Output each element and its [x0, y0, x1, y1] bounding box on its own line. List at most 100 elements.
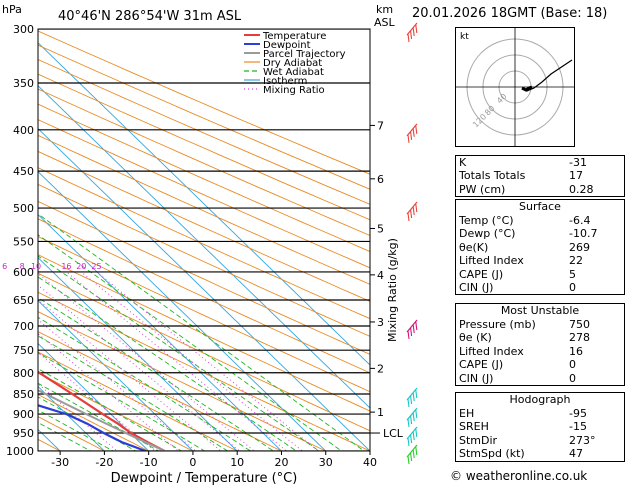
wind-barb-feather — [407, 455, 410, 465]
wet-adiabat-line — [38, 409, 115, 451]
asl-unit-label: ASL — [374, 16, 396, 29]
temperature-tick-label: -10 — [140, 456, 158, 469]
hodograph-ring-label: 40 — [495, 92, 509, 106]
row-label: CIN (J) — [459, 371, 494, 385]
row-value: -15 — [569, 420, 587, 434]
row-value: -95 — [569, 407, 587, 420]
row-value: 0 — [569, 371, 576, 385]
dry-adiabat-line — [38, 372, 194, 451]
section-title: Hodograph — [509, 393, 571, 406]
table-row: CAPE (J) 5 — [456, 268, 624, 281]
wind-barb-shaft — [406, 22, 418, 36]
isotherm-line — [38, 171, 327, 451]
legend-entry: Isotherm — [263, 76, 307, 87]
hodograph-unit: kt — [460, 32, 469, 42]
pressure-tick-label: 600 — [13, 266, 34, 279]
valid-time: 20.01.2026 18GMT (Base: 18) — [412, 6, 608, 21]
wind-barb-shaft — [406, 123, 418, 137]
isotherm-line — [38, 342, 150, 451]
temperature-axis: -30 -20 -10 0 10 20 30 40 — [51, 451, 377, 469]
mixing-ratio-label: 20 — [76, 262, 86, 271]
temperature-tick-label: 0 — [189, 456, 196, 469]
wind-barb-feather — [412, 27, 415, 37]
wet-adiabat-line — [38, 352, 206, 451]
pressure-tick-label: 900 — [13, 408, 34, 421]
wind-barb-feather — [410, 452, 413, 462]
row-label: θe (K) — [459, 331, 492, 345]
legend-entry: Temperature — [262, 31, 326, 42]
pressure-tick-label: 450 — [13, 165, 34, 178]
pressure-tick-label: 750 — [13, 344, 34, 357]
legend-entry: Mixing Ratio — [263, 85, 325, 96]
dewpoint-line — [38, 404, 146, 451]
pressure-tick-label: 350 — [13, 77, 34, 90]
mixing-ratio-label: 6 — [2, 262, 7, 271]
dry-adiabat-line — [38, 416, 106, 451]
hodograph-plot: kt 40 80 120 — [456, 28, 574, 146]
temperature-tick-label: -20 — [95, 456, 113, 469]
dry-adiabat-line — [38, 44, 370, 190]
row-value: 0.28 — [569, 182, 594, 196]
temperature-tick-label: 20 — [274, 456, 288, 469]
hpa-unit-label: hPa — [2, 3, 22, 16]
table-row: EH -95 — [456, 407, 624, 420]
temperature-tick-label: 30 — [319, 456, 333, 469]
isotherm-line — [38, 85, 370, 409]
wind-barb-shaft — [406, 444, 418, 458]
mixing-ratio-axis-title: Mixing Ratio (g/kg) — [386, 238, 399, 342]
km-tick-label: 6 — [377, 173, 384, 186]
pressure-tick-label: 850 — [13, 388, 34, 401]
dry-adiabat-line — [38, 393, 150, 451]
temperature-tick-label: 10 — [230, 456, 244, 469]
mixing-ratio-labels: 12346810162025 — [2, 262, 102, 271]
km-tick-label: 3 — [377, 316, 384, 329]
wet-adiabat-line — [38, 335, 229, 451]
x-axis-title: Dewpoint / Temperature (°C) — [111, 471, 298, 486]
wet-adiabat-line — [38, 382, 160, 451]
hodograph-storm-marker — [521, 85, 533, 92]
wind-barb-feather — [415, 203, 418, 213]
row-label: CAPE (J) — [459, 358, 504, 372]
wind-barb-shaft — [406, 201, 418, 215]
mixing-ratio-line — [96, 271, 320, 451]
row-value: 750 — [569, 318, 590, 331]
wind-barb-feather — [407, 330, 410, 340]
table-row: StmSpd (kt) 47 — [456, 447, 624, 460]
table-row: Temp (°C) -6.4 — [456, 214, 624, 227]
row-label: SREH — [459, 420, 489, 434]
temperature-tick-label: -30 — [51, 456, 69, 469]
dry-adiabat-line — [38, 103, 370, 252]
dry-adiabat-line — [38, 30, 370, 175]
wind-barb-feather — [415, 389, 418, 399]
wind-barbs — [406, 22, 418, 465]
dry-adiabat-line — [38, 351, 239, 451]
row-label: Pressure (mb) — [459, 318, 536, 331]
wind-barb-feather — [407, 33, 410, 43]
row-label: PW (cm) — [459, 182, 506, 196]
row-label: Totals Totals — [459, 169, 526, 183]
plot-frame — [37, 28, 371, 452]
dry-adiabat-line — [38, 272, 370, 432]
mixing-ratio-label: 25 — [91, 262, 101, 271]
wind-barb-feather — [415, 125, 418, 134]
pressure-tick-label: 700 — [13, 320, 34, 333]
pressure-tick-label: 500 — [13, 202, 34, 215]
wet-adiabat-line — [38, 255, 320, 451]
row-value: 278 — [569, 331, 590, 345]
table-row: CIN (J) 0 — [456, 281, 624, 294]
km-axis: 7 6 5 4 3 2 1 — [370, 119, 384, 434]
mixing-ratio-line — [38, 272, 256, 451]
wind-barb-feather — [412, 449, 415, 459]
wind-barb-feather — [412, 128, 415, 137]
lcl-label: LCL — [383, 427, 404, 440]
row-label: Lifted Index — [459, 344, 524, 358]
row-value: 5 — [569, 267, 576, 281]
mixing-ratio-label: 16 — [61, 262, 71, 271]
table-row: Dewp (°C) -10.7 — [456, 227, 624, 240]
row-label: StmDir — [459, 433, 498, 447]
wind-barb-feather — [410, 395, 413, 405]
dry-adiabat-line — [38, 88, 370, 236]
wind-barb-feather — [410, 434, 413, 444]
isotherm-line — [38, 213, 283, 451]
